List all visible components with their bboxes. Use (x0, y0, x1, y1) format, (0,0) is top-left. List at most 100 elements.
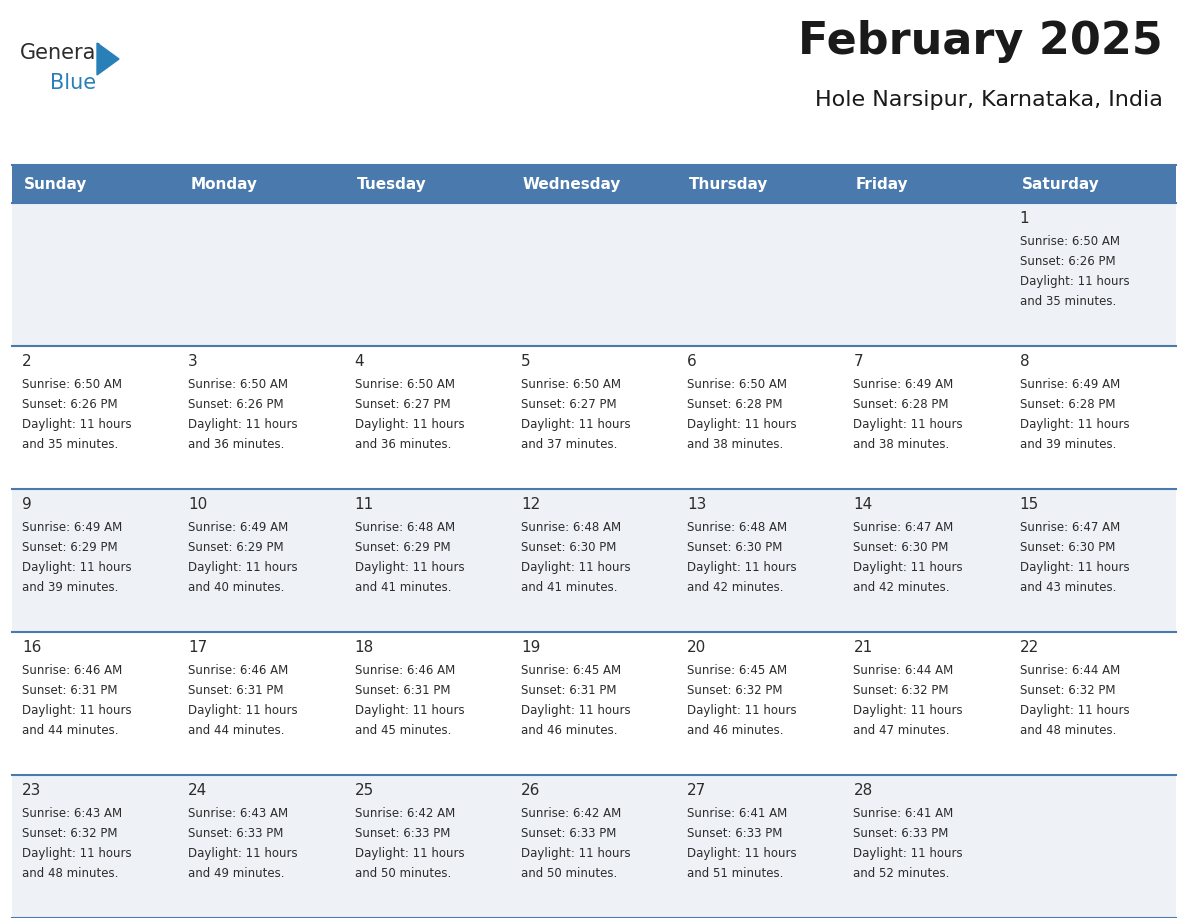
Text: Saturday: Saturday (1022, 176, 1099, 192)
Bar (12, 346, 178, 489)
Text: 9: 9 (23, 497, 32, 512)
Text: Sunset: 6:33 PM: Sunset: 6:33 PM (188, 827, 284, 840)
Text: 22: 22 (1019, 640, 1040, 655)
Text: 16: 16 (23, 640, 42, 655)
Text: Sunset: 6:29 PM: Sunset: 6:29 PM (23, 541, 118, 554)
Text: Sunrise: 6:42 AM: Sunrise: 6:42 AM (354, 807, 455, 820)
Text: and 35 minutes.: and 35 minutes. (23, 438, 119, 451)
Text: 27: 27 (687, 783, 707, 798)
Text: Sunrise: 6:49 AM: Sunrise: 6:49 AM (853, 378, 954, 391)
Bar (178, 203, 345, 346)
Text: Sunrise: 6:50 AM: Sunrise: 6:50 AM (23, 378, 122, 391)
Text: and 41 minutes.: and 41 minutes. (354, 581, 451, 594)
Text: and 47 minutes.: and 47 minutes. (853, 724, 950, 737)
Text: Daylight: 11 hours: Daylight: 11 hours (23, 847, 132, 860)
Bar (345, 165, 511, 203)
Text: and 38 minutes.: and 38 minutes. (687, 438, 783, 451)
Text: and 44 minutes.: and 44 minutes. (188, 724, 285, 737)
Text: 23: 23 (23, 783, 42, 798)
Bar (1010, 632, 1176, 775)
Text: Daylight: 11 hours: Daylight: 11 hours (520, 847, 631, 860)
Text: and 38 minutes.: and 38 minutes. (853, 438, 949, 451)
Bar (1010, 346, 1176, 489)
Text: Daylight: 11 hours: Daylight: 11 hours (354, 847, 465, 860)
Bar (345, 489, 511, 632)
Text: Sunset: 6:31 PM: Sunset: 6:31 PM (354, 684, 450, 697)
Text: Sunset: 6:27 PM: Sunset: 6:27 PM (354, 398, 450, 411)
Text: Sunrise: 6:48 AM: Sunrise: 6:48 AM (687, 521, 788, 534)
Text: and 42 minutes.: and 42 minutes. (853, 581, 950, 594)
Bar (677, 203, 843, 346)
Text: Sunset: 6:32 PM: Sunset: 6:32 PM (23, 827, 118, 840)
Text: 12: 12 (520, 497, 541, 512)
Bar (677, 632, 843, 775)
Text: and 45 minutes.: and 45 minutes. (354, 724, 451, 737)
Text: Daylight: 11 hours: Daylight: 11 hours (687, 418, 797, 431)
Text: and 48 minutes.: and 48 minutes. (23, 867, 119, 880)
Text: Sunrise: 6:50 AM: Sunrise: 6:50 AM (188, 378, 289, 391)
Text: Monday: Monday (190, 176, 258, 192)
Text: and 46 minutes.: and 46 minutes. (520, 724, 618, 737)
Bar (677, 346, 843, 489)
Text: Sunset: 6:30 PM: Sunset: 6:30 PM (1019, 541, 1116, 554)
Text: 17: 17 (188, 640, 208, 655)
Text: Sunset: 6:30 PM: Sunset: 6:30 PM (687, 541, 783, 554)
Text: and 40 minutes.: and 40 minutes. (188, 581, 285, 594)
Text: Sunrise: 6:49 AM: Sunrise: 6:49 AM (188, 521, 289, 534)
Text: Sunset: 6:33 PM: Sunset: 6:33 PM (354, 827, 450, 840)
Bar (178, 489, 345, 632)
Text: and 50 minutes.: and 50 minutes. (520, 867, 617, 880)
Text: Sunset: 6:29 PM: Sunset: 6:29 PM (188, 541, 284, 554)
Text: and 39 minutes.: and 39 minutes. (23, 581, 119, 594)
Text: Sunrise: 6:46 AM: Sunrise: 6:46 AM (188, 664, 289, 677)
Text: Daylight: 11 hours: Daylight: 11 hours (687, 561, 797, 574)
Text: Sunrise: 6:49 AM: Sunrise: 6:49 AM (23, 521, 122, 534)
Text: Sunrise: 6:44 AM: Sunrise: 6:44 AM (1019, 664, 1120, 677)
Text: Sunset: 6:29 PM: Sunset: 6:29 PM (354, 541, 450, 554)
Text: Daylight: 11 hours: Daylight: 11 hours (853, 847, 963, 860)
Text: 19: 19 (520, 640, 541, 655)
Text: Sunrise: 6:50 AM: Sunrise: 6:50 AM (520, 378, 621, 391)
Polygon shape (97, 43, 119, 75)
Text: Sunrise: 6:46 AM: Sunrise: 6:46 AM (354, 664, 455, 677)
Text: Sunrise: 6:42 AM: Sunrise: 6:42 AM (520, 807, 621, 820)
Bar (511, 203, 677, 346)
Text: Daylight: 11 hours: Daylight: 11 hours (687, 847, 797, 860)
Text: Daylight: 11 hours: Daylight: 11 hours (188, 847, 298, 860)
Bar (511, 346, 677, 489)
Text: Sunrise: 6:45 AM: Sunrise: 6:45 AM (520, 664, 621, 677)
Bar (843, 489, 1010, 632)
Text: Daylight: 11 hours: Daylight: 11 hours (188, 704, 298, 717)
Bar (511, 489, 677, 632)
Text: Sunset: 6:33 PM: Sunset: 6:33 PM (853, 827, 949, 840)
Text: Daylight: 11 hours: Daylight: 11 hours (687, 704, 797, 717)
Text: Sunset: 6:32 PM: Sunset: 6:32 PM (687, 684, 783, 697)
Text: 6: 6 (687, 354, 697, 369)
Bar (677, 775, 843, 918)
Text: 7: 7 (853, 354, 862, 369)
Bar (12, 775, 178, 918)
Text: Sunset: 6:26 PM: Sunset: 6:26 PM (1019, 255, 1116, 268)
Text: Daylight: 11 hours: Daylight: 11 hours (520, 561, 631, 574)
Text: 8: 8 (1019, 354, 1029, 369)
Text: and 52 minutes.: and 52 minutes. (853, 867, 949, 880)
Bar (1010, 489, 1176, 632)
Text: and 36 minutes.: and 36 minutes. (188, 438, 285, 451)
Text: Daylight: 11 hours: Daylight: 11 hours (1019, 418, 1130, 431)
Bar (511, 165, 677, 203)
Text: 13: 13 (687, 497, 707, 512)
Text: 15: 15 (1019, 497, 1040, 512)
Text: Sunset: 6:33 PM: Sunset: 6:33 PM (687, 827, 783, 840)
Text: 28: 28 (853, 783, 873, 798)
Text: Thursday: Thursday (689, 176, 769, 192)
Text: Sunrise: 6:43 AM: Sunrise: 6:43 AM (188, 807, 289, 820)
Text: Daylight: 11 hours: Daylight: 11 hours (1019, 275, 1130, 288)
Text: Sunset: 6:26 PM: Sunset: 6:26 PM (188, 398, 284, 411)
Text: Daylight: 11 hours: Daylight: 11 hours (23, 561, 132, 574)
Bar (345, 346, 511, 489)
Bar (677, 165, 843, 203)
Text: February 2025: February 2025 (798, 20, 1163, 63)
Bar (345, 203, 511, 346)
Text: Sunrise: 6:47 AM: Sunrise: 6:47 AM (853, 521, 954, 534)
Text: and 46 minutes.: and 46 minutes. (687, 724, 784, 737)
